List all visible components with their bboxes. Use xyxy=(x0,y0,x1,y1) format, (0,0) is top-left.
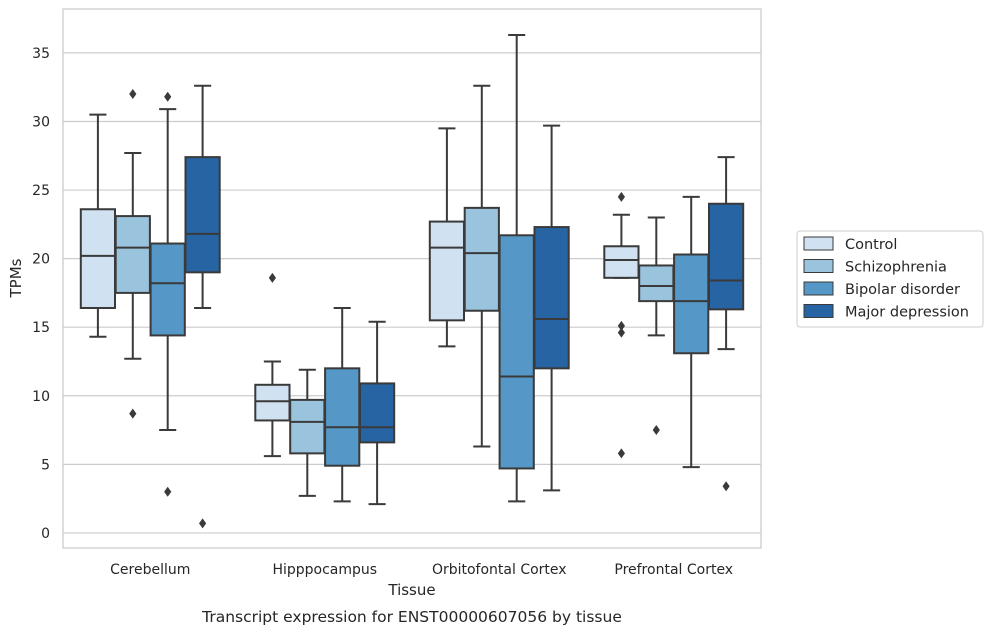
box-group xyxy=(603,191,640,459)
box-iqr xyxy=(324,367,361,467)
x-tick-label: Hipppocampus xyxy=(272,562,377,578)
box-iqr xyxy=(707,202,745,311)
box-iqr xyxy=(638,264,675,303)
outlier-point xyxy=(617,448,625,459)
x-tick-labels: Cerebellum Hipppocampus Orbitofontal Corte… xyxy=(110,562,733,578)
outlier-point xyxy=(617,327,625,338)
x-axis-label: Tissue xyxy=(387,581,435,599)
x-tick-label: Cerebellum xyxy=(110,562,190,578)
y-tick-labels: 0 5 10 15 20 25 30 35 xyxy=(32,46,50,542)
legend-label: Bipolar disorder xyxy=(845,282,960,298)
outlier-point xyxy=(129,89,137,100)
outlier-point xyxy=(129,408,137,419)
box-group xyxy=(533,124,570,492)
outlier-point xyxy=(164,486,172,497)
box-group xyxy=(114,89,151,419)
box-group xyxy=(184,84,221,529)
legend-label: Control xyxy=(845,237,897,253)
y-tick-label: 15 xyxy=(32,320,50,336)
box-group xyxy=(289,368,326,497)
chart-caption: Transcript expression for ENST0000060705… xyxy=(201,608,622,626)
legend-label: Major depression xyxy=(845,305,969,321)
box-iqr xyxy=(289,398,326,455)
legend-label: Schizophrenia xyxy=(845,260,947,276)
box-group xyxy=(638,216,675,436)
outlier-point xyxy=(617,191,625,202)
outlier-point xyxy=(199,518,207,529)
x-tick-label: Orbitofontal Cortex xyxy=(432,562,567,578)
y-axis-label: TPMs xyxy=(7,258,25,298)
box-iqr xyxy=(673,253,710,355)
y-tick-label: 10 xyxy=(32,389,50,405)
outlier-point xyxy=(652,425,660,436)
legend: Control Schizophrenia Bipolar disorder Majo… xyxy=(796,230,984,328)
legend-swatch xyxy=(803,259,834,273)
outlier-point xyxy=(164,91,172,102)
box-iqr xyxy=(428,220,466,322)
box-iqr xyxy=(184,156,221,274)
box-group xyxy=(149,91,186,497)
box-group xyxy=(673,195,710,469)
box-iqr xyxy=(533,226,570,370)
legend-swatch xyxy=(803,236,834,251)
box-group xyxy=(463,84,500,448)
box-iqr xyxy=(603,245,640,279)
box-group xyxy=(254,272,291,458)
box-group xyxy=(324,306,361,503)
y-tick-label: 20 xyxy=(32,252,50,268)
y-tick-label: 5 xyxy=(41,457,50,473)
box-iqr xyxy=(463,206,500,312)
legend-frame xyxy=(796,230,984,328)
box-group xyxy=(428,127,466,348)
legend-swatch xyxy=(803,304,834,318)
box-iqr xyxy=(358,382,396,444)
box-iqr xyxy=(498,234,535,470)
box-group xyxy=(79,113,117,338)
y-tick-label: 35 xyxy=(32,46,50,62)
y-tick-label: 0 xyxy=(41,526,50,542)
box-layer xyxy=(79,34,745,529)
y-tick-label: 25 xyxy=(32,183,50,199)
outlier-point xyxy=(268,272,276,283)
box-group xyxy=(498,34,535,503)
x-tick-label: Prefrontal Cortex xyxy=(614,562,733,578)
plot-frame xyxy=(62,8,762,549)
legend-swatch xyxy=(803,281,834,296)
box-iqr xyxy=(114,215,151,294)
box-iqr xyxy=(79,208,117,309)
box-group xyxy=(358,320,396,506)
outlier-point xyxy=(617,320,625,331)
outlier-point xyxy=(722,481,730,492)
y-tick-label: 30 xyxy=(32,114,50,130)
box-iqr xyxy=(149,242,186,337)
box-group xyxy=(707,156,745,492)
box-iqr xyxy=(254,383,291,422)
